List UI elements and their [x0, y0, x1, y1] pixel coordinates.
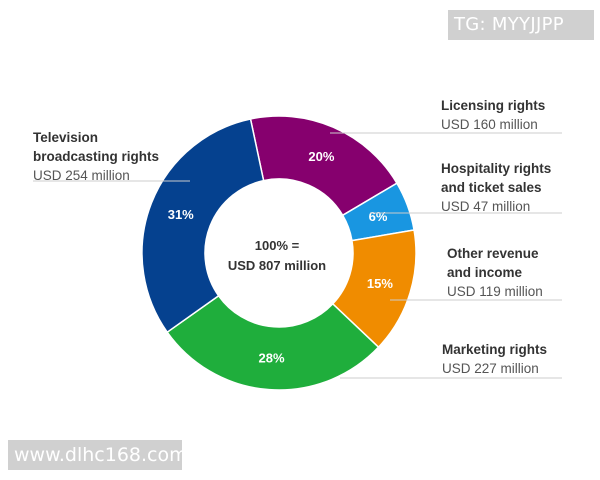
callout-name-television-broadcasting-rights-1: Television	[33, 130, 98, 145]
percent-label-marketing-rights: 28%	[259, 351, 285, 366]
callout-name-marketing-rights-1: Marketing rights	[442, 342, 547, 357]
callout-name-television-broadcasting-rights-2: broadcasting rights	[33, 149, 159, 164]
percent-label-licensing-rights: 20%	[308, 149, 334, 164]
callout-value-licensing-rights: USD 160 million	[441, 117, 538, 132]
callout-value-other-revenue-and-income: USD 119 million	[447, 284, 543, 299]
percent-label-television-broadcasting-rights: 31%	[168, 207, 194, 222]
callout-name-other-revenue-and-income-2: and income	[447, 265, 523, 280]
chart-slices	[141, 115, 417, 391]
percent-label-hospitality-rights-and-ticket-sales: 6%	[369, 209, 388, 224]
slice-callouts: Licensing rights USD 160 million Hospitali…	[33, 98, 551, 376]
center-label-line1: 100% =	[255, 238, 300, 253]
callout-value-television-broadcasting-rights: USD 254 million	[33, 168, 130, 183]
slice-marketing-rights	[166, 294, 380, 391]
callout-value-hospitality-rights-and-ticket-sales: USD 47 million	[441, 199, 530, 214]
callout-name-licensing-rights-1: Licensing rights	[441, 98, 545, 113]
percent-label-other-revenue-and-income: 15%	[367, 276, 393, 291]
watermark-bottom: www.dlhc168.com	[8, 440, 188, 470]
leader-lines	[33, 132, 562, 379]
slice-percent-labels: 20% 6% 15% 28% 31%	[168, 149, 394, 366]
callout-name-hospitality-rights-and-ticket-sales-1: Hospitality rights	[441, 161, 551, 176]
center-label-line2: USD 807 million	[228, 258, 326, 273]
watermark-top: TG: MYYJJPP	[448, 10, 594, 40]
callout-name-other-revenue-and-income-1: Other revenue	[447, 246, 539, 261]
slice-licensing-rights	[249, 115, 398, 217]
callout-name-hospitality-rights-and-ticket-sales-2: and ticket sales	[441, 180, 542, 195]
callout-value-marketing-rights: USD 227 million	[442, 361, 539, 376]
slice-television-broadcasting-rights	[141, 118, 265, 334]
